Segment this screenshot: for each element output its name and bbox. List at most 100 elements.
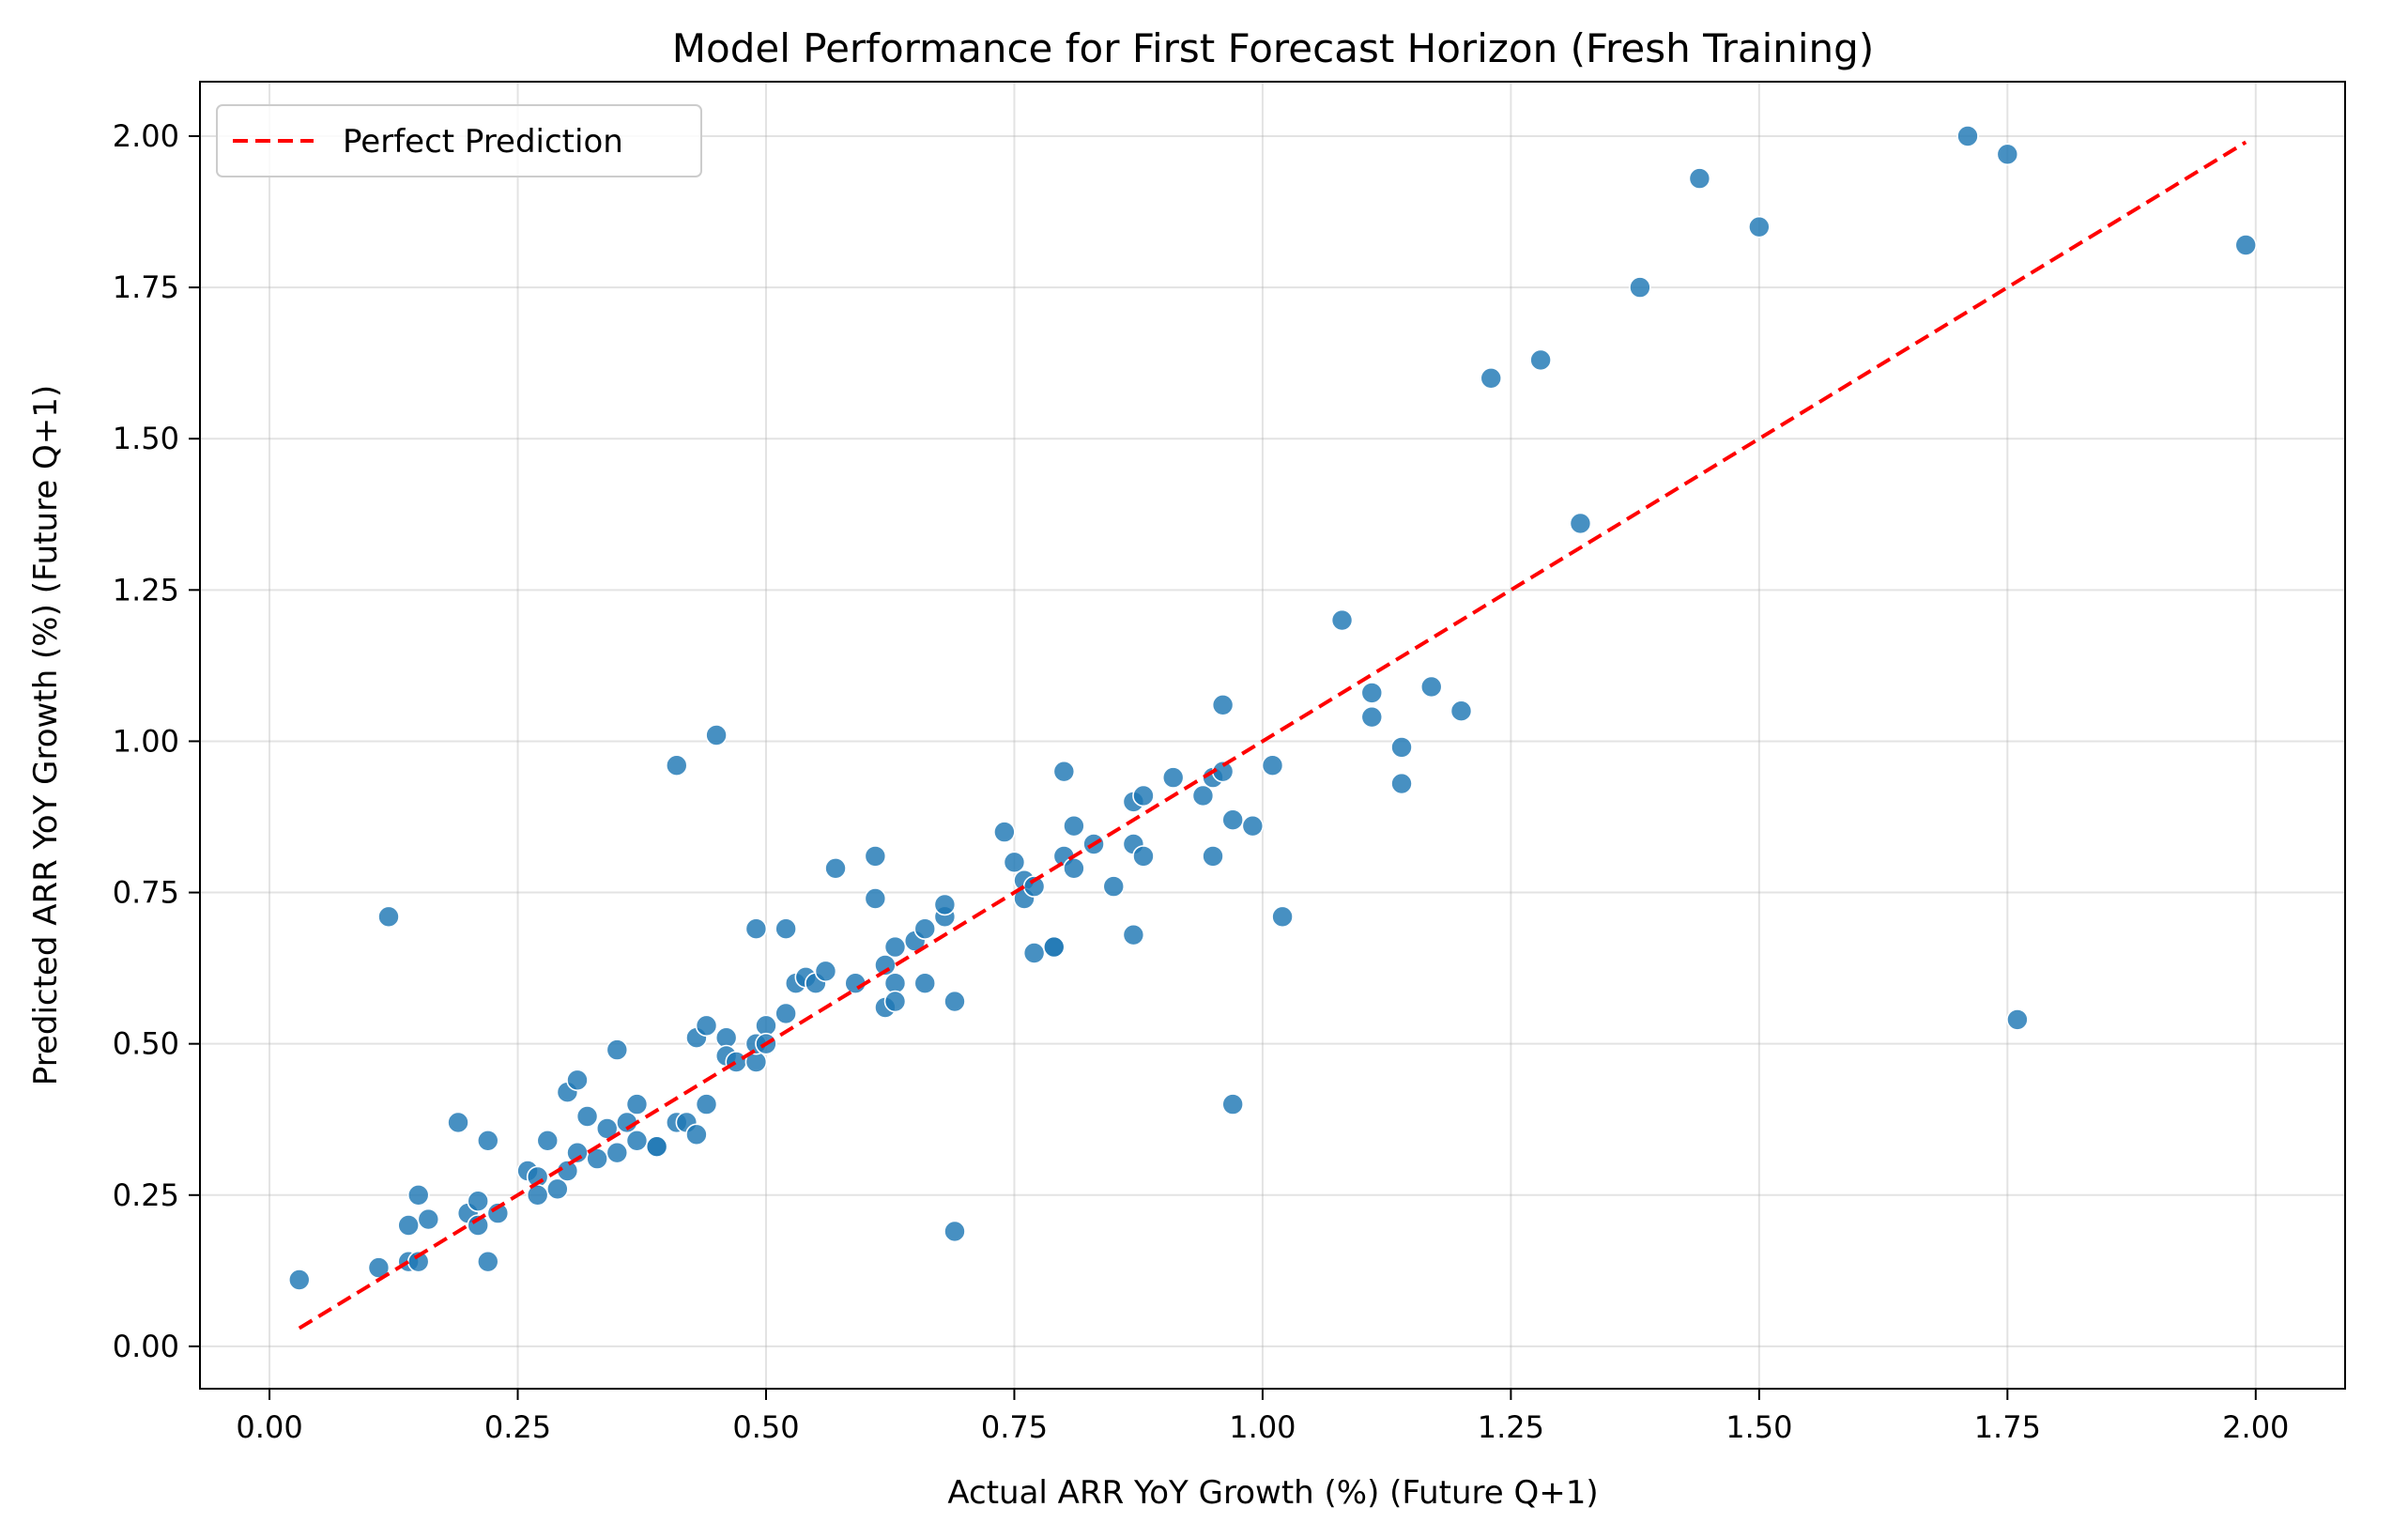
data-point — [1132, 784, 1155, 807]
data-point — [397, 1214, 420, 1237]
data-point — [744, 917, 768, 941]
data-point — [1202, 845, 1224, 868]
data-point — [775, 917, 797, 941]
data-point — [913, 972, 937, 995]
data-point — [1330, 608, 1354, 632]
data-point — [606, 1038, 629, 1061]
data-point — [1042, 935, 1066, 959]
data-point — [695, 1093, 718, 1115]
data-point — [377, 905, 400, 929]
data-point — [476, 1250, 499, 1273]
x-tick-label: 1.75 — [1974, 1409, 2041, 1445]
y-tick-label: 2.00 — [113, 118, 179, 154]
data-point — [406, 1183, 430, 1207]
x-tick-label: 0.00 — [236, 1409, 302, 1445]
data-point — [695, 1014, 718, 1038]
data-point — [943, 1220, 966, 1243]
data-point — [486, 1202, 510, 1224]
data-point — [665, 754, 688, 777]
legend-label: Perfect Prediction — [343, 123, 623, 161]
data-point — [864, 845, 887, 868]
x-tick-label: 0.50 — [732, 1409, 799, 1445]
data-point — [883, 935, 907, 959]
data-point — [1122, 923, 1145, 946]
data-point — [1360, 682, 1384, 704]
y-tick-label: 1.00 — [113, 723, 179, 759]
y-tick-label: 0.75 — [113, 875, 179, 911]
data-point — [705, 724, 728, 746]
legend: Perfect Prediction — [216, 104, 702, 177]
y-tick-label: 1.50 — [113, 421, 179, 456]
y-tick-label: 0.50 — [113, 1026, 179, 1062]
data-point — [1211, 693, 1235, 716]
data-point — [447, 1111, 469, 1134]
data-point — [566, 1069, 589, 1092]
data-point — [1449, 700, 1473, 723]
data-point — [775, 1002, 797, 1025]
data-point — [814, 960, 837, 983]
data-point — [864, 887, 887, 910]
data-point — [2006, 1008, 2029, 1031]
data-point — [467, 1190, 490, 1213]
data-point — [874, 954, 897, 977]
data-point — [1529, 348, 1552, 372]
x-tick-label: 1.00 — [1229, 1409, 1296, 1445]
y-axis-label: Predicted ARR YoY Growth (%) (Future Q+1… — [27, 385, 65, 1085]
y-axis-ticks: 0.00 0.25 0.50 0.75 1.00 1.25 1.50 1.75 2.00 — [113, 118, 200, 1364]
x-tick-label: 1.25 — [1478, 1409, 1544, 1445]
data-points — [287, 125, 2258, 1291]
data-point — [546, 1177, 569, 1201]
data-point — [1063, 814, 1085, 838]
data-point — [1748, 215, 1771, 238]
data-point — [625, 1093, 649, 1115]
data-point — [1221, 1093, 1244, 1115]
x-axis-ticks: 0.00 0.25 0.50 0.75 1.00 1.25 1.50 1.75 2.00 — [236, 1389, 2289, 1445]
data-point — [1003, 851, 1026, 874]
data-point — [575, 1105, 599, 1128]
data-point — [1480, 366, 1503, 390]
data-point — [1996, 143, 2019, 166]
data-point — [1956, 125, 1979, 147]
data-point — [1569, 512, 1592, 535]
data-point — [645, 1135, 668, 1159]
data-point — [1419, 675, 1443, 699]
data-point — [1261, 754, 1284, 777]
data-point — [1102, 875, 1126, 898]
data-point — [1629, 276, 1651, 299]
data-point — [1271, 905, 1294, 929]
data-point — [1191, 784, 1215, 807]
data-point — [1360, 705, 1384, 729]
data-point — [606, 1141, 629, 1164]
data-point — [1022, 942, 1046, 964]
data-point — [993, 821, 1016, 843]
data-point — [2234, 234, 2258, 256]
data-point — [883, 990, 907, 1013]
y-tick-label: 0.00 — [113, 1329, 179, 1364]
data-point — [1688, 167, 1711, 190]
data-point — [467, 1214, 490, 1237]
plot-area-frame — [199, 81, 2346, 1390]
y-tick-label: 0.25 — [113, 1177, 179, 1213]
legend-box — [216, 104, 702, 177]
data-point — [566, 1141, 589, 1164]
chart-title: Model Performance for First Forecast Hor… — [672, 25, 1874, 71]
data-point — [1221, 808, 1244, 832]
x-tick-label: 0.25 — [484, 1409, 551, 1445]
data-point — [1161, 766, 1185, 789]
x-tick-label: 2.00 — [2222, 1409, 2289, 1445]
perfect-prediction-line — [298, 140, 2247, 1330]
data-point — [625, 1129, 649, 1152]
data-point — [1063, 856, 1085, 880]
y-tick-label: 1.25 — [113, 572, 179, 608]
y-tick-label: 1.75 — [113, 269, 179, 305]
data-point — [287, 1269, 311, 1291]
x-tick-label: 1.50 — [1725, 1409, 1792, 1445]
data-point — [476, 1129, 499, 1152]
data-point — [824, 856, 847, 880]
data-point — [1132, 845, 1155, 868]
data-point — [685, 1123, 708, 1146]
x-tick-label: 0.75 — [981, 1409, 1048, 1445]
data-point — [1390, 772, 1413, 795]
